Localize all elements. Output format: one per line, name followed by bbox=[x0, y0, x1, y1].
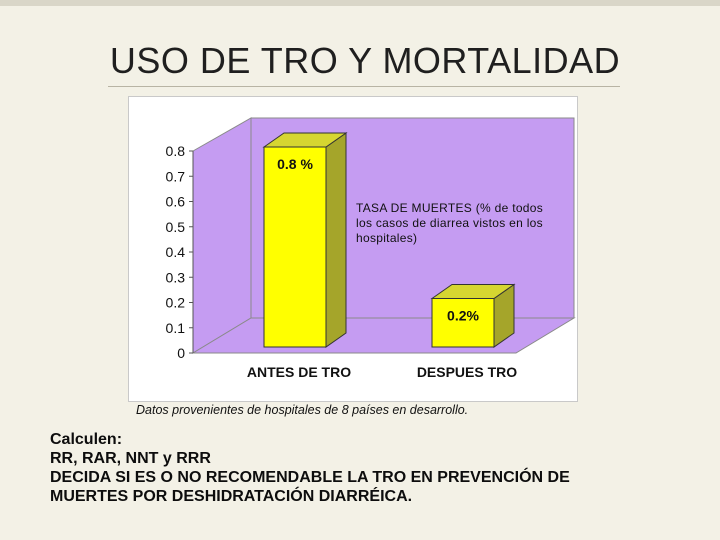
bar-front bbox=[431, 298, 495, 348]
y-tick-label: 0.5 bbox=[166, 219, 186, 235]
y-tick-label: 0.4 bbox=[166, 244, 186, 260]
task-line: DECIDA SI ES O NO RECOMENDABLE LA TRO EN… bbox=[50, 469, 570, 486]
task-instructions: Calculen: RR, RAR, NNT y RRR DECIDA SI E… bbox=[50, 430, 700, 506]
task-line: Calculen: bbox=[50, 431, 123, 448]
chart-floor bbox=[191, 317, 576, 354]
bar-top bbox=[262, 132, 348, 148]
x-category-label: ANTES DE TRO bbox=[247, 364, 351, 380]
bar-front bbox=[263, 146, 327, 348]
y-tick-label: 0.2 bbox=[166, 295, 186, 311]
chart-annotation: TASA DE MUERTES (% de todos los casos de… bbox=[356, 201, 544, 245]
bar-data-label: 0.2% bbox=[447, 308, 479, 324]
slide-title: USO DE TRO Y MORTALIDAD bbox=[109, 40, 621, 81]
bar-side bbox=[325, 132, 347, 348]
x-category-label: DESPUES TRO bbox=[417, 364, 517, 380]
y-tick-label: 0 bbox=[177, 345, 185, 361]
y-tick-label: 0.3 bbox=[166, 269, 186, 285]
y-tick-label: 0.8 bbox=[166, 143, 186, 159]
title-underline bbox=[108, 86, 620, 87]
slide-top-border bbox=[0, 0, 720, 6]
source-note: Datos provenientes de hospitales de 8 pa… bbox=[136, 403, 469, 417]
chart-container: 0 0.1 0.2 0.3 0.4 0.5 0.6 0.7 0.8 0.8 % ANTES DE T… bbox=[128, 96, 578, 402]
y-tick-label: 0.7 bbox=[166, 168, 186, 184]
task-line: RR, RAR, NNT y RRR bbox=[50, 450, 211, 467]
task-line: MUERTES POR DESHIDRATACIÓN DIARRÉICA. bbox=[50, 488, 413, 505]
y-tick-label: 0.6 bbox=[166, 194, 186, 210]
y-tick-label: 0.1 bbox=[166, 320, 186, 336]
bar-data-label: 0.8 % bbox=[277, 156, 313, 172]
bar-top bbox=[430, 284, 516, 299]
chart-side-wall bbox=[192, 117, 252, 354]
bar-chart: 0 0.1 0.2 0.3 0.4 0.5 0.6 0.7 0.8 0.8 % ANTES DE T… bbox=[166, 117, 576, 380]
